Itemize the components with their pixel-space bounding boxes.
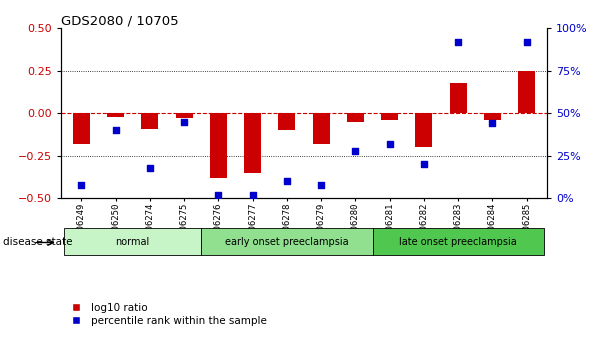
Bar [141,113,159,129]
Point [111,127,120,133]
Point [179,119,189,125]
Point [454,39,463,45]
Bar [347,113,364,122]
Bar [381,113,398,120]
Bar [373,228,544,255]
Bar [484,113,501,120]
Bar [210,113,227,178]
Text: GDS2080 / 10705: GDS2080 / 10705 [61,14,178,27]
Bar [518,71,535,113]
Bar [278,113,295,130]
Point [213,192,223,198]
Text: late onset preeclampsia: late onset preeclampsia [399,236,517,247]
Bar [176,113,193,118]
Bar [73,113,90,144]
Point [488,121,497,126]
Text: disease state: disease state [3,238,72,247]
Bar [449,83,467,113]
Bar [244,113,261,173]
Point [522,39,531,45]
Text: early onset preeclampsia: early onset preeclampsia [225,236,348,247]
Point [351,148,361,154]
Point [282,178,292,184]
Bar [415,113,432,147]
Legend: log10 ratio, percentile rank within the sample: log10 ratio, percentile rank within the … [66,303,267,326]
Text: normal: normal [116,236,150,247]
Point [247,192,257,198]
Bar [64,228,201,255]
Bar [107,113,124,117]
Point [419,161,429,167]
Point [77,182,86,188]
Point [316,182,326,188]
Point [385,141,395,147]
Bar [201,228,373,255]
Point [145,165,154,171]
Bar [313,113,330,144]
